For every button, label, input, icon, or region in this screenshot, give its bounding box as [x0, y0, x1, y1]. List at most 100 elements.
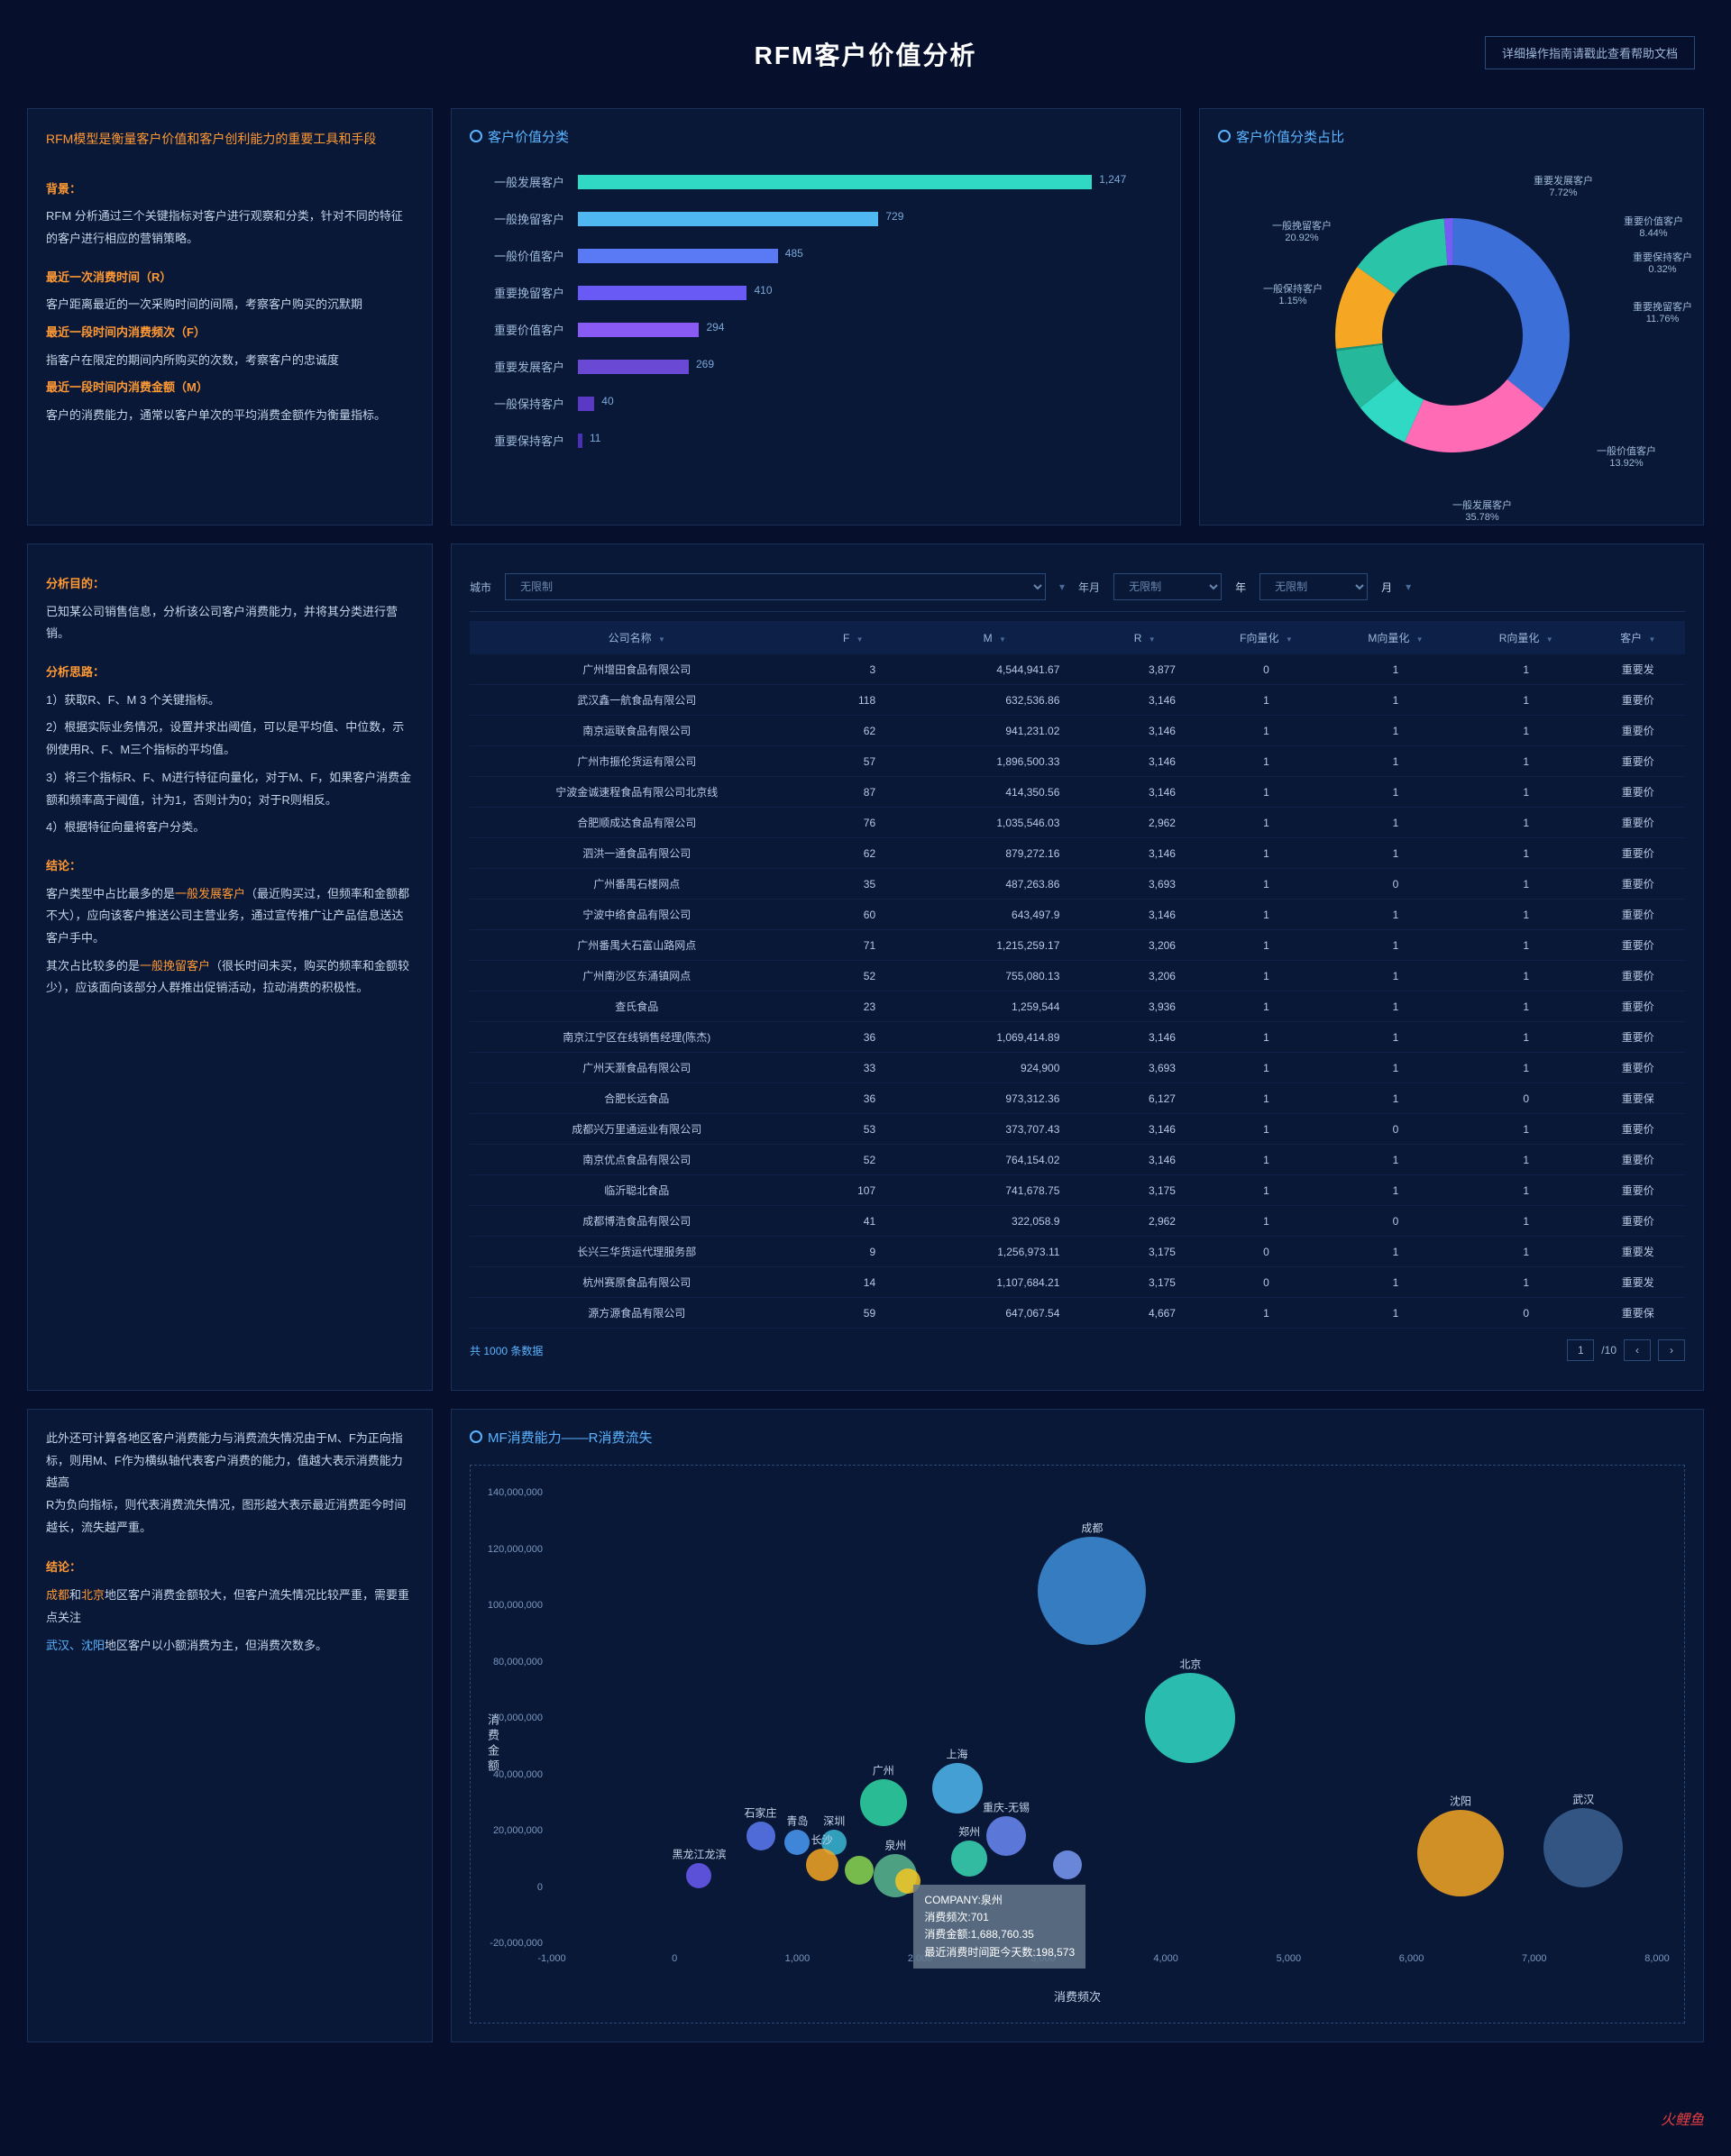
bar-label: 重要挽留客户 — [470, 284, 578, 301]
bubble[interactable] — [1053, 1850, 1082, 1879]
table-row[interactable]: 武汉鑫一航食品有限公司118632,536.863,146111重要价 — [470, 685, 1685, 716]
table-row[interactable]: 查氏食品231,259,5443,936111重要价 — [470, 991, 1685, 1022]
tooltip: COMPANY:泉州消费频次:701消费金额:1,688,760.35最近消费时… — [913, 1885, 1085, 1969]
table-row[interactable]: 杭州赛原食品有限公司141,107,684.213,175011重要发 — [470, 1267, 1685, 1298]
table-row[interactable]: 广州番禺大石富山路网点711,215,259.173,206111重要价 — [470, 930, 1685, 961]
donut-slice[interactable] — [1452, 218, 1570, 408]
table-row[interactable]: 南京运联食品有限公司62941,231.023,146111重要价 — [470, 716, 1685, 746]
year-select[interactable]: 无限制 — [1113, 573, 1222, 600]
ym-label: 年月 — [1078, 580, 1100, 595]
bubble[interactable] — [686, 1863, 711, 1888]
bubble-label: 郑州 — [958, 1824, 980, 1840]
table-row[interactable]: 广州增田食品有限公司34,544,941.673,877011重要发 — [470, 654, 1685, 685]
table-header[interactable]: M ▼ — [902, 621, 1086, 654]
donut-chart: 一般发展客户35.78%一般挽留客户20.92%重要发展客户7.72%重要价值客… — [1218, 164, 1687, 507]
y-tick: 40,000,000 — [471, 1769, 543, 1780]
bar-label: 重要保持客户 — [470, 432, 578, 449]
bubble[interactable] — [951, 1841, 987, 1877]
table-header[interactable]: F ▼ — [803, 621, 902, 654]
table-header[interactable]: F向量化 ▼ — [1203, 621, 1330, 654]
help-link[interactable]: 详细操作指南请戳此查看帮助文档 — [1485, 36, 1695, 69]
page-title: RFM客户价值分析 — [27, 36, 1704, 72]
page-input[interactable]: 1 — [1567, 1339, 1594, 1361]
bar-fill[interactable] — [578, 397, 594, 411]
bubble[interactable] — [1038, 1537, 1146, 1645]
bar-value: 485 — [778, 247, 803, 260]
city-select[interactable]: 无限制 — [505, 573, 1046, 600]
table-row[interactable]: 源方源食品有限公司59647,067.544,667110重要保 — [470, 1298, 1685, 1329]
bar-row: 一般保持客户40 — [470, 395, 1162, 412]
bubble[interactable] — [746, 1822, 775, 1850]
bubble-label: 黑龙江龙滨 — [672, 1847, 726, 1862]
month-select[interactable]: 无限制 — [1259, 573, 1368, 600]
table-row[interactable]: 广州番禺石楼网点35487,263.863,693101重要价 — [470, 869, 1685, 900]
table-header[interactable]: M向量化 ▼ — [1330, 621, 1461, 654]
scatter-panel: MF消费能力——R消费流失 消费金额 消费频次 -20,000,000020,0… — [451, 1409, 1704, 2042]
table-panel: 城市 无限制 ▾ 年月 无限制 年 无限制 月 ▾ 公司名称 ▼F ▼M ▼R … — [451, 544, 1704, 1391]
bubble[interactable] — [1417, 1810, 1504, 1896]
table-row[interactable]: 成都博浩食品有限公司41322,058.92,962101重要价 — [470, 1206, 1685, 1237]
table-row[interactable]: 广州南沙区东涌镇网点52755,080.133,206111重要价 — [470, 961, 1685, 991]
prev-page-button[interactable]: ‹ — [1624, 1339, 1651, 1361]
bubble-label: 上海 — [947, 1747, 968, 1762]
bubble-label: 泉州 — [884, 1838, 906, 1853]
donut-panel: 客户价值分类占比 一般发展客户35.78%一般挽留客户20.92%重要发展客户7… — [1199, 108, 1704, 525]
bar-label: 一般保持客户 — [470, 395, 578, 412]
bubble[interactable] — [784, 1830, 810, 1855]
y-tick: 100,000,000 — [471, 1600, 543, 1611]
x-tick: 1,000 — [785, 1953, 811, 1964]
table-row[interactable]: 南京江宁区在线销售经理(陈杰)361,069,414.893,146111重要价 — [470, 1022, 1685, 1053]
analysis-panel: 分析目的： 已知某公司销售信息，分析该公司客户消费能力，并将其分类进行营销。 分… — [27, 544, 433, 1391]
bar-row: 重要挽留客户410 — [470, 284, 1162, 301]
table-row[interactable]: 广州市振伦货运有限公司571,896,500.333,146111重要价 — [470, 746, 1685, 777]
y-tick: 0 — [471, 1882, 543, 1893]
table-row[interactable]: 宁波金诚速程食品有限公司北京线87414,350.563,146111重要价 — [470, 777, 1685, 808]
table-header[interactable]: R向量化 ▼ — [1461, 621, 1591, 654]
bar-row: 重要价值客户294 — [470, 321, 1162, 338]
city-label: 城市 — [470, 580, 491, 595]
table-row[interactable]: 合肥顺成达食品有限公司761,035,546.032,962111重要价 — [470, 808, 1685, 838]
table-row[interactable]: 合肥长远食品36973,312.366,127110重要保 — [470, 1083, 1685, 1114]
bar-label: 一般挽留客户 — [470, 210, 578, 227]
bar-fill[interactable] — [578, 286, 746, 300]
table-row[interactable]: 长兴三华货运代理服务部91,256,973.113,175011重要发 — [470, 1237, 1685, 1267]
table-row[interactable]: 南京优点食品有限公司52764,154.023,146111重要价 — [470, 1145, 1685, 1175]
bubble[interactable] — [986, 1816, 1026, 1856]
bubble-label: 广州 — [873, 1762, 894, 1777]
y-tick: 80,000,000 — [471, 1657, 543, 1667]
bar-label: 重要价值客户 — [470, 321, 578, 338]
next-page-button[interactable]: › — [1658, 1339, 1685, 1361]
table-row[interactable]: 临沂聪北食品107741,678.753,175111重要价 — [470, 1175, 1685, 1206]
bubble[interactable] — [1543, 1808, 1623, 1887]
table-header[interactable]: 公司名称 ▼ — [470, 621, 803, 654]
bar-fill[interactable] — [578, 323, 699, 337]
bar-fill[interactable] — [578, 175, 1092, 189]
table-row[interactable]: 广州天灏食品有限公司33924,9003,693111重要价 — [470, 1053, 1685, 1083]
page-header: RFM客户价值分析 详细操作指南请戳此查看帮助文档 — [27, 18, 1704, 108]
donut-title: 客户价值分类占比 — [1218, 127, 1685, 146]
bubble[interactable] — [806, 1849, 838, 1881]
table-row[interactable]: 泗洪一通食品有限公司62879,272.163,146111重要价 — [470, 838, 1685, 869]
x-tick: 8,000 — [1644, 1953, 1670, 1964]
bubble[interactable] — [860, 1779, 907, 1826]
bubble[interactable] — [932, 1763, 983, 1813]
table-row[interactable]: 宁波中络食品有限公司60643,497.93,146111重要价 — [470, 900, 1685, 930]
bar-fill[interactable] — [578, 249, 778, 263]
bubble-label: 武汉 — [1572, 1791, 1594, 1806]
table-row[interactable]: 成都兴万里通运业有限公司53373,707.433,146101重要价 — [470, 1114, 1685, 1145]
y-tick: 20,000,000 — [471, 1825, 543, 1836]
bar-row: 重要保持客户11 — [470, 432, 1162, 449]
bubble[interactable] — [845, 1856, 874, 1885]
bar-fill[interactable] — [578, 212, 878, 226]
bar-chart-title: 客户价值分类 — [470, 127, 1162, 146]
table-header[interactable]: 客户 ▼ — [1591, 621, 1686, 654]
bubble[interactable] — [1145, 1673, 1235, 1763]
bar-fill[interactable] — [578, 360, 689, 374]
y-tick: 120,000,000 — [471, 1544, 543, 1555]
bar-row: 一般价值客户485 — [470, 247, 1162, 264]
scatter-chart: 消费金额 消费频次 -20,000,000020,000,00040,000,0… — [470, 1465, 1685, 2024]
x-tick: 5,000 — [1277, 1953, 1302, 1964]
x-tick: 4,000 — [1153, 1953, 1178, 1964]
bubble-label: 北京 — [1179, 1657, 1201, 1672]
table-header[interactable]: R ▼ — [1086, 621, 1203, 654]
